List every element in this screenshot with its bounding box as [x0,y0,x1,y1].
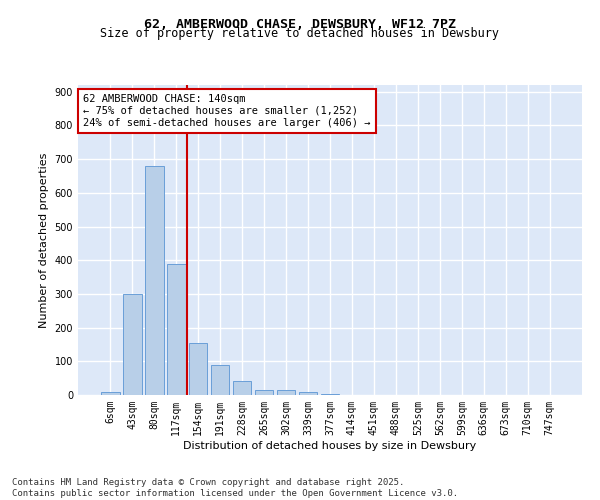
Bar [320,394,340,395]
X-axis label: Distribution of detached houses by size in Dewsbury: Distribution of detached houses by size … [184,440,476,450]
Bar [299,392,317,395]
Y-axis label: Number of detached properties: Number of detached properties [39,152,49,328]
Bar [123,294,142,395]
Text: Contains HM Land Registry data © Crown copyright and database right 2025.
Contai: Contains HM Land Registry data © Crown c… [12,478,458,498]
Bar [211,364,229,395]
Bar [145,166,164,395]
Text: Size of property relative to detached houses in Dewsbury: Size of property relative to detached ho… [101,28,499,40]
Bar [233,380,251,395]
Text: 62 AMBERWOOD CHASE: 140sqm
← 75% of detached houses are smaller (1,252)
24% of s: 62 AMBERWOOD CHASE: 140sqm ← 75% of deta… [83,94,371,128]
Bar [101,392,119,395]
Bar [255,390,274,395]
Bar [189,343,208,395]
Bar [277,390,295,395]
Text: 62, AMBERWOOD CHASE, DEWSBURY, WF12 7PZ: 62, AMBERWOOD CHASE, DEWSBURY, WF12 7PZ [144,18,456,30]
Bar [167,264,185,395]
